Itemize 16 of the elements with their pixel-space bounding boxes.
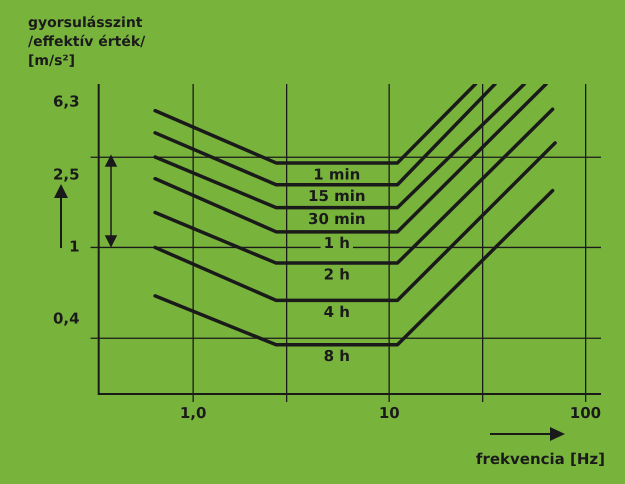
series-label: 1 min bbox=[313, 165, 360, 184]
series-label: 30 min bbox=[308, 210, 366, 228]
x-tick-label: 1,0 bbox=[180, 404, 206, 422]
y-tick-label: 6,3 bbox=[52, 92, 80, 111]
series-label: 4 h bbox=[324, 302, 350, 321]
y-axis-title: gyorsulásszint /effektív érték/ [m/s²] bbox=[28, 14, 146, 71]
series-label: 1 h bbox=[324, 234, 350, 252]
x-tick-label: 10 bbox=[378, 404, 400, 422]
y-tick-label: 1 bbox=[69, 237, 80, 256]
y-tick-label: 0,4 bbox=[52, 309, 80, 328]
series-label: 2 h bbox=[324, 265, 350, 284]
x-axis-title: frekvencia [Hz] bbox=[476, 450, 605, 469]
series-label: 8 h bbox=[324, 347, 350, 366]
x-tick-label: 100 bbox=[570, 404, 602, 422]
series-label: 15 min bbox=[308, 187, 366, 206]
y-tick-label: 2,5 bbox=[52, 165, 80, 184]
